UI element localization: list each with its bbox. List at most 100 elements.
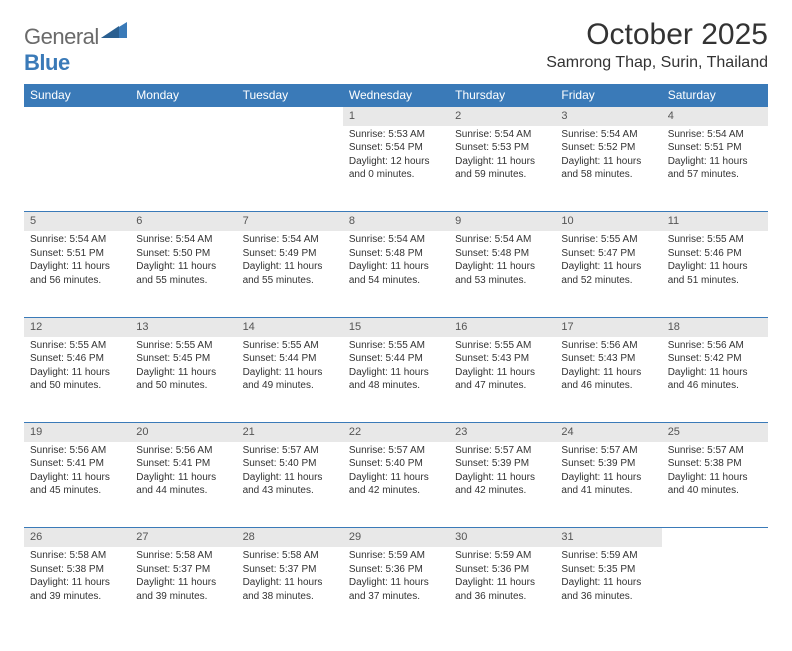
day-number: 24 — [555, 423, 661, 442]
sunrise-line: Sunrise: 5:54 AM — [668, 128, 762, 142]
sunrise-line: Sunrise: 5:54 AM — [243, 233, 337, 247]
day-cell-content: Sunrise: 5:55 AMSunset: 5:46 PMDaylight:… — [24, 337, 130, 399]
day-number: 22 — [343, 423, 449, 442]
day-cell: Sunrise: 5:54 AMSunset: 5:50 PMDaylight:… — [130, 231, 236, 317]
daylight-line: Daylight: 11 hours and 56 minutes. — [30, 260, 124, 287]
day-cell-content: Sunrise: 5:54 AMSunset: 5:51 PMDaylight:… — [662, 126, 768, 188]
weekday-header-row: SundayMondayTuesdayWednesdayThursdayFrid… — [24, 84, 768, 107]
day-number: 26 — [24, 528, 130, 547]
sunrise-line: Sunrise: 5:56 AM — [561, 339, 655, 353]
day-cell-content: Sunrise: 5:54 AMSunset: 5:50 PMDaylight:… — [130, 231, 236, 293]
day-number: 6 — [130, 212, 236, 231]
day-cell: Sunrise: 5:54 AMSunset: 5:48 PMDaylight:… — [449, 231, 555, 317]
day-cell: Sunrise: 5:53 AMSunset: 5:54 PMDaylight:… — [343, 126, 449, 212]
sunset-line: Sunset: 5:53 PM — [455, 141, 549, 155]
day-cell: Sunrise: 5:56 AMSunset: 5:41 PMDaylight:… — [130, 442, 236, 528]
sunset-line: Sunset: 5:50 PM — [136, 247, 230, 261]
day-cell: Sunrise: 5:54 AMSunset: 5:53 PMDaylight:… — [449, 126, 555, 212]
day-cell: Sunrise: 5:56 AMSunset: 5:43 PMDaylight:… — [555, 337, 661, 423]
day-number: 30 — [449, 528, 555, 547]
daylight-line: Daylight: 11 hours and 58 minutes. — [561, 155, 655, 182]
day-cell-content: Sunrise: 5:57 AMSunset: 5:39 PMDaylight:… — [555, 442, 661, 504]
daylight-line: Daylight: 11 hours and 57 minutes. — [668, 155, 762, 182]
day-cell: Sunrise: 5:59 AMSunset: 5:36 PMDaylight:… — [343, 547, 449, 633]
daylight-line: Daylight: 11 hours and 36 minutes. — [455, 576, 549, 603]
daylight-line: Daylight: 11 hours and 55 minutes. — [136, 260, 230, 287]
sunrise-line: Sunrise: 5:55 AM — [561, 233, 655, 247]
day-number-row: 12131415161718 — [24, 317, 768, 336]
weekday-header: Thursday — [449, 84, 555, 107]
empty-day-cell — [130, 126, 236, 212]
sunrise-line: Sunrise: 5:55 AM — [349, 339, 443, 353]
weekday-header: Sunday — [24, 84, 130, 107]
day-cell: Sunrise: 5:57 AMSunset: 5:40 PMDaylight:… — [343, 442, 449, 528]
day-cell: Sunrise: 5:54 AMSunset: 5:52 PMDaylight:… — [555, 126, 661, 212]
sunrise-line: Sunrise: 5:58 AM — [30, 549, 124, 563]
sunset-line: Sunset: 5:37 PM — [136, 563, 230, 577]
sunrise-line: Sunrise: 5:58 AM — [243, 549, 337, 563]
logo: GeneralBlue — [24, 18, 127, 76]
daylight-line: Daylight: 11 hours and 36 minutes. — [561, 576, 655, 603]
sunset-line: Sunset: 5:47 PM — [561, 247, 655, 261]
day-cell-content: Sunrise: 5:56 AMSunset: 5:41 PMDaylight:… — [130, 442, 236, 504]
day-cell-content: Sunrise: 5:55 AMSunset: 5:46 PMDaylight:… — [662, 231, 768, 293]
day-number: 25 — [662, 423, 768, 442]
day-cell: Sunrise: 5:55 AMSunset: 5:45 PMDaylight:… — [130, 337, 236, 423]
logo-text: GeneralBlue — [24, 24, 127, 76]
day-number: 2 — [449, 107, 555, 126]
sunrise-line: Sunrise: 5:57 AM — [455, 444, 549, 458]
sunset-line: Sunset: 5:46 PM — [30, 352, 124, 366]
day-number: 28 — [237, 528, 343, 547]
calendar-page: GeneralBlue October 2025 Samrong Thap, S… — [0, 0, 792, 651]
empty-day-number — [662, 528, 768, 547]
day-cell: Sunrise: 5:56 AMSunset: 5:41 PMDaylight:… — [24, 442, 130, 528]
logo-word-general: General — [24, 24, 99, 49]
day-cell-content: Sunrise: 5:59 AMSunset: 5:36 PMDaylight:… — [449, 547, 555, 609]
day-cell: Sunrise: 5:59 AMSunset: 5:35 PMDaylight:… — [555, 547, 661, 633]
day-number-row: 19202122232425 — [24, 423, 768, 442]
sunset-line: Sunset: 5:51 PM — [30, 247, 124, 261]
day-number: 3 — [555, 107, 661, 126]
empty-day-cell — [24, 126, 130, 212]
day-content-row: Sunrise: 5:54 AMSunset: 5:51 PMDaylight:… — [24, 231, 768, 317]
day-cell-content: Sunrise: 5:57 AMSunset: 5:38 PMDaylight:… — [662, 442, 768, 504]
daylight-line: Daylight: 11 hours and 38 minutes. — [243, 576, 337, 603]
daylight-line: Daylight: 11 hours and 43 minutes. — [243, 471, 337, 498]
day-number: 15 — [343, 317, 449, 336]
sunrise-line: Sunrise: 5:55 AM — [243, 339, 337, 353]
sunrise-line: Sunrise: 5:53 AM — [349, 128, 443, 142]
daylight-line: Daylight: 11 hours and 51 minutes. — [668, 260, 762, 287]
daylight-line: Daylight: 11 hours and 37 minutes. — [349, 576, 443, 603]
day-cell-content: Sunrise: 5:54 AMSunset: 5:52 PMDaylight:… — [555, 126, 661, 188]
day-number: 29 — [343, 528, 449, 547]
day-number: 5 — [24, 212, 130, 231]
sunrise-line: Sunrise: 5:57 AM — [561, 444, 655, 458]
day-cell: Sunrise: 5:57 AMSunset: 5:39 PMDaylight:… — [449, 442, 555, 528]
day-cell-content: Sunrise: 5:59 AMSunset: 5:35 PMDaylight:… — [555, 547, 661, 609]
day-number: 27 — [130, 528, 236, 547]
day-number: 31 — [555, 528, 661, 547]
daylight-line: Daylight: 11 hours and 41 minutes. — [561, 471, 655, 498]
day-cell: Sunrise: 5:55 AMSunset: 5:46 PMDaylight:… — [24, 337, 130, 423]
day-content-row: Sunrise: 5:56 AMSunset: 5:41 PMDaylight:… — [24, 442, 768, 528]
day-cell: Sunrise: 5:54 AMSunset: 5:48 PMDaylight:… — [343, 231, 449, 317]
sunrise-line: Sunrise: 5:57 AM — [349, 444, 443, 458]
daylight-line: Daylight: 11 hours and 42 minutes. — [455, 471, 549, 498]
sunset-line: Sunset: 5:52 PM — [561, 141, 655, 155]
day-cell: Sunrise: 5:58 AMSunset: 5:38 PMDaylight:… — [24, 547, 130, 633]
day-number: 4 — [662, 107, 768, 126]
daylight-line: Daylight: 11 hours and 50 minutes. — [30, 366, 124, 393]
sunrise-line: Sunrise: 5:54 AM — [561, 128, 655, 142]
sunrise-line: Sunrise: 5:54 AM — [30, 233, 124, 247]
sunset-line: Sunset: 5:43 PM — [561, 352, 655, 366]
day-cell-content: Sunrise: 5:57 AMSunset: 5:40 PMDaylight:… — [237, 442, 343, 504]
sunrise-line: Sunrise: 5:54 AM — [349, 233, 443, 247]
day-cell: Sunrise: 5:57 AMSunset: 5:38 PMDaylight:… — [662, 442, 768, 528]
sunset-line: Sunset: 5:46 PM — [668, 247, 762, 261]
day-cell-content: Sunrise: 5:54 AMSunset: 5:53 PMDaylight:… — [449, 126, 555, 188]
day-cell-content: Sunrise: 5:55 AMSunset: 5:47 PMDaylight:… — [555, 231, 661, 293]
daylight-line: Daylight: 11 hours and 44 minutes. — [136, 471, 230, 498]
day-cell: Sunrise: 5:55 AMSunset: 5:43 PMDaylight:… — [449, 337, 555, 423]
sunrise-line: Sunrise: 5:59 AM — [455, 549, 549, 563]
sunrise-line: Sunrise: 5:54 AM — [136, 233, 230, 247]
